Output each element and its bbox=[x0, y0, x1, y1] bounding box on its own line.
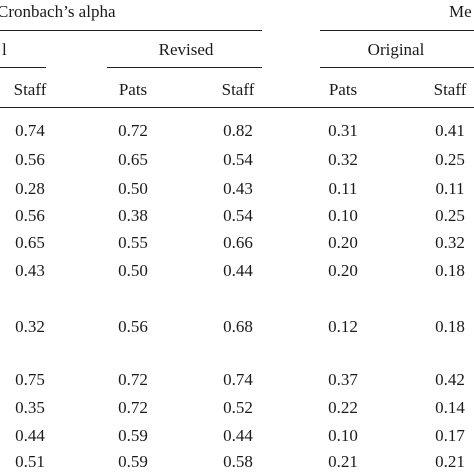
cell: 0.41 bbox=[435, 121, 465, 140]
cell: 0.50 bbox=[118, 179, 148, 198]
rule bbox=[320, 30, 474, 31]
cell: 0.56 bbox=[118, 317, 148, 336]
cell: 0.75 bbox=[15, 370, 45, 389]
cell: 0.54 bbox=[223, 150, 253, 169]
cell: 0.37 bbox=[328, 370, 358, 389]
rule bbox=[0, 107, 474, 108]
cell: 0.10 bbox=[328, 426, 358, 445]
cell: 0.65 bbox=[118, 150, 148, 169]
cell: 0.59 bbox=[118, 452, 148, 471]
rule bbox=[107, 67, 262, 68]
column-header: Staff bbox=[433, 80, 467, 99]
cell: 0.56 bbox=[15, 150, 45, 169]
rule bbox=[0, 67, 46, 68]
cell: 0.72 bbox=[118, 398, 148, 417]
cell: 0.74 bbox=[223, 370, 253, 389]
cell: 0.11 bbox=[435, 179, 465, 198]
cell: 0.42 bbox=[435, 370, 465, 389]
cell: 0.66 bbox=[223, 233, 253, 252]
cell: 0.12 bbox=[328, 317, 358, 336]
sub-header: Revised bbox=[158, 40, 214, 59]
cell: 0.11 bbox=[328, 179, 358, 198]
column-header: Pats bbox=[118, 80, 148, 99]
cell: 0.44 bbox=[223, 426, 253, 445]
cell: 0.17 bbox=[435, 426, 465, 445]
cell: 0.20 bbox=[328, 233, 358, 252]
cell: 0.54 bbox=[223, 206, 253, 225]
cell: 0.72 bbox=[118, 370, 148, 389]
cell: 0.74 bbox=[15, 121, 45, 140]
cell: 0.35 bbox=[15, 398, 45, 417]
cell: 0.32 bbox=[328, 150, 358, 169]
cell: 0.32 bbox=[435, 233, 465, 252]
cell: 0.18 bbox=[435, 317, 465, 336]
column-header: Pats bbox=[328, 80, 358, 99]
rule bbox=[0, 30, 262, 31]
column-header: Staff bbox=[13, 80, 47, 99]
cell: 0.21 bbox=[435, 452, 465, 471]
cell: 0.55 bbox=[118, 233, 148, 252]
cell: 0.44 bbox=[223, 261, 253, 280]
cell: 0.25 bbox=[435, 206, 465, 225]
cell: 0.82 bbox=[223, 121, 253, 140]
group-header: Cronbach’s alpha bbox=[0, 2, 116, 21]
cell: 0.32 bbox=[15, 317, 45, 336]
cell: 0.51 bbox=[15, 452, 45, 471]
cell: 0.20 bbox=[328, 261, 358, 280]
cell: 0.14 bbox=[435, 398, 465, 417]
group-header: Me bbox=[449, 2, 472, 21]
cell: 0.52 bbox=[223, 398, 253, 417]
cell: 0.31 bbox=[328, 121, 358, 140]
cell: 0.21 bbox=[328, 452, 358, 471]
cell: 0.38 bbox=[118, 206, 148, 225]
cell: 0.28 bbox=[15, 179, 45, 198]
cell: 0.56 bbox=[15, 206, 45, 225]
cell: 0.43 bbox=[223, 179, 253, 198]
cell: 0.58 bbox=[223, 452, 253, 471]
cell: 0.18 bbox=[435, 261, 465, 280]
cell: 0.44 bbox=[15, 426, 45, 445]
cell: 0.25 bbox=[435, 150, 465, 169]
cell: 0.65 bbox=[15, 233, 45, 252]
rule bbox=[320, 67, 474, 68]
cell: 0.59 bbox=[118, 426, 148, 445]
sub-header: l bbox=[2, 40, 7, 59]
cell: 0.72 bbox=[118, 121, 148, 140]
cell: 0.10 bbox=[328, 206, 358, 225]
cell: 0.50 bbox=[118, 261, 148, 280]
sub-header: Original bbox=[367, 40, 425, 59]
cell: 0.22 bbox=[328, 398, 358, 417]
cell: 0.68 bbox=[223, 317, 253, 336]
cell: 0.43 bbox=[15, 261, 45, 280]
column-header: Staff bbox=[221, 80, 255, 99]
